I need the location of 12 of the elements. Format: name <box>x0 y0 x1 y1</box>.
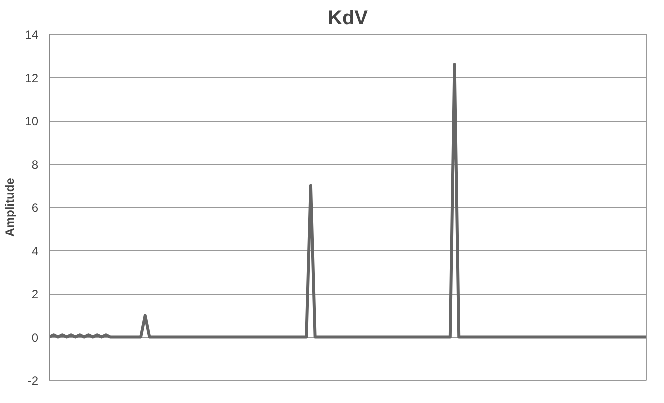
y-axis-title: Amplitude <box>3 178 18 237</box>
y-tick-label: 0 <box>32 330 39 345</box>
y-tick-label: 14 <box>25 28 39 42</box>
y-tick-label: 2 <box>32 288 39 302</box>
y-tick-label: 12 <box>25 71 39 86</box>
y-tick-label: 4 <box>32 244 39 258</box>
y-tick-label: 6 <box>32 201 39 215</box>
y-tick-label: 10 <box>25 114 39 128</box>
y-tick-label: -2 <box>28 374 39 388</box>
y-tick-label: 8 <box>32 158 39 172</box>
line-series <box>50 63 646 339</box>
chart-title: KdV <box>328 8 369 30</box>
